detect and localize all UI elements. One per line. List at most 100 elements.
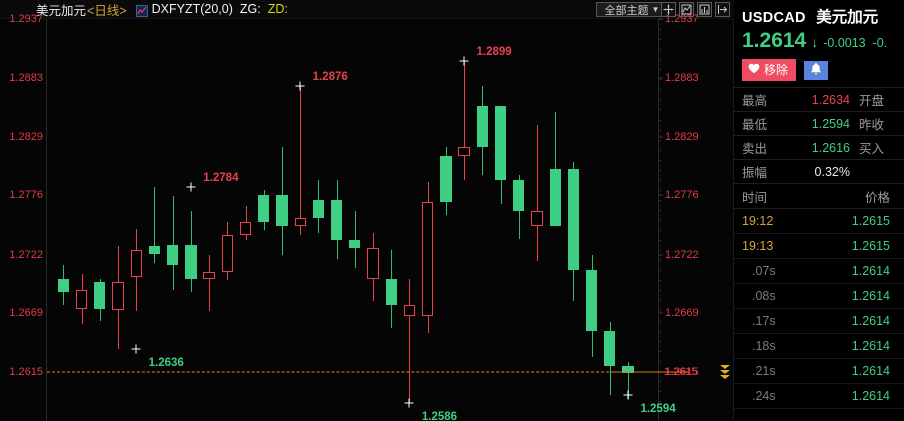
tick-row[interactable]: 19:12 1.2615 [734, 209, 904, 234]
tick-table-header-time: 时间 [742, 190, 768, 205]
tick-table-header: 时间 价格 [734, 184, 904, 209]
quote-header: USDCAD 美元加元 [734, 0, 904, 27]
candle-body [476, 105, 488, 148]
price-tick-right: 1.2722 [665, 248, 699, 261]
price-annotation: 1.2594 [640, 402, 676, 415]
price-tick-right: 1.2669 [665, 306, 699, 319]
tick-price: 1.2615 [851, 214, 890, 228]
candle-wick [300, 85, 302, 235]
price-annotation: 1.2899 [476, 45, 512, 58]
axis-tickmark [659, 136, 663, 138]
tick-time: .21s [752, 364, 776, 378]
candle-body [221, 234, 233, 273]
candle-body [203, 272, 215, 279]
candle-body [167, 244, 179, 266]
candle-body [567, 169, 580, 270]
price-tick-right: 1.2829 [665, 131, 699, 144]
indicator-name-label: DXFYZT(20,0) [151, 2, 233, 16]
remove-button[interactable]: 移除 [742, 59, 797, 81]
axis-minor-dot [660, 350, 661, 352]
alert-button[interactable] [804, 60, 829, 80]
quote-sidebar: USDCAD 美元加元 1.2614 ↓ -0.0013 -0. 移除 最高 [734, 0, 904, 421]
axis-tickmark [659, 312, 663, 314]
bell-icon [810, 62, 822, 78]
tick-row[interactable]: .24s 1.2614 [734, 384, 904, 409]
axis-minor-dot [660, 49, 661, 51]
theme-select-label: 全部主题 [604, 4, 649, 17]
price-tick-left: 1.2937 [9, 13, 43, 25]
tick-row[interactable]: .07s 1.2614 [734, 259, 904, 284]
tick-price: 1.2615 [851, 239, 890, 253]
stat-row: 卖出 1.2616 买入 [734, 136, 904, 160]
quote-stats: 最高 1.2634 开盘 最低 1.2594 昨收 卖出 1.2616 买入 振幅 0… [734, 87, 904, 184]
stat-value: 1.2594 [811, 116, 850, 131]
candle-body [148, 245, 161, 255]
price-tick-left: 1.2669 [9, 306, 43, 319]
stat-row: 最低 1.2594 昨收 [734, 112, 904, 136]
candle-body [239, 221, 252, 235]
crosshair-icon[interactable] [661, 2, 676, 17]
candle-body [549, 169, 561, 227]
axis-tickmark [659, 77, 663, 79]
tick-time: .17s [752, 314, 776, 328]
tick-price: 1.2614 [851, 264, 890, 278]
axis-minor-dot [660, 129, 661, 131]
chart-symbol-label: 美元加元 [36, 3, 87, 18]
axis-tickmark [659, 194, 663, 196]
annotation-crosshair [295, 81, 305, 91]
axis-minor-dot [660, 290, 661, 292]
tick-row[interactable]: .08s 1.2614 [734, 284, 904, 309]
tick-row[interactable]: 19:13 1.2615 [734, 234, 904, 259]
tick-row[interactable]: .18s 1.2614 [734, 334, 904, 359]
price-axis-left: 1.2937 1.2883 1.2829 1.2776 1.2722 1.2669 1.26… [0, 13, 46, 421]
candle-body [349, 240, 361, 248]
candle-body [312, 199, 325, 219]
price-tick-left: 1.2829 [9, 131, 43, 144]
remove-button-label: 移除 [764, 63, 789, 77]
chart-header: 美元加元 <日线> DXFYZT(20,0) ZG: ZD: 全部主题 ▼ [0, 0, 734, 19]
tick-price: 1.2614 [851, 389, 890, 403]
candle-wick [464, 60, 466, 180]
candle-body [258, 195, 270, 222]
axis-minor-dot [660, 250, 661, 252]
quote-action-buttons: 移除 [734, 53, 904, 87]
candle-body [185, 244, 197, 279]
tick-row[interactable]: .21s 1.2614 [734, 359, 904, 384]
current-price-line-axis [612, 371, 688, 373]
expand-icon[interactable] [715, 2, 730, 17]
tick-time: .08s [752, 289, 776, 303]
down-arrow-icon: ↓ [811, 34, 819, 50]
axis-minor-dot [660, 99, 661, 101]
axis-minor-dot [660, 310, 661, 312]
candlestick-plot[interactable]: 1.2784 1.2876 1.2899 1.2636 1.2586 1.2594 [46, 19, 676, 421]
fit-chart-icon[interactable] [679, 2, 694, 17]
annotation-crosshair [404, 398, 414, 408]
candle-body [494, 105, 507, 181]
axis-minor-dot [660, 79, 661, 81]
chart-panel: 美元加元 <日线> DXFYZT(20,0) ZG: ZD: 全部主题 ▼ [0, 0, 734, 421]
price-annotation: 1.2876 [312, 70, 348, 83]
candle-wick [154, 186, 156, 264]
theme-select[interactable]: 全部主题 ▼ [596, 2, 668, 17]
price-tick-right: 1.2883 [665, 72, 699, 85]
axis-minor-dot [660, 19, 661, 20]
tick-row[interactable]: .17s 1.2614 [734, 309, 904, 334]
axis-tickmark [659, 254, 663, 255]
price-annotation: 1.2636 [148, 356, 184, 369]
tick-price: 1.2614 [851, 289, 890, 303]
price-annotation: 1.2586 [421, 411, 458, 421]
price-change: -0.0013 [823, 36, 866, 50]
current-price-label: 1.2615 [664, 365, 698, 378]
axis-minor-dot [660, 119, 661, 121]
symbol-code: USDCAD [742, 10, 806, 26]
price-tick-right: 1.2776 [665, 189, 699, 202]
scale-icon[interactable] [697, 2, 712, 17]
tick-table-body: 19:12 1.2615 19:13 1.2615.07s 1.2614.08s … [734, 209, 904, 409]
price-change-pct: -0. [872, 36, 888, 50]
stat-label-left: 最低 [742, 118, 768, 132]
tick-time: .18s [752, 339, 776, 353]
candle-body [422, 201, 434, 316]
axis-minor-dot [660, 139, 661, 141]
axis-minor-dot [660, 149, 661, 151]
